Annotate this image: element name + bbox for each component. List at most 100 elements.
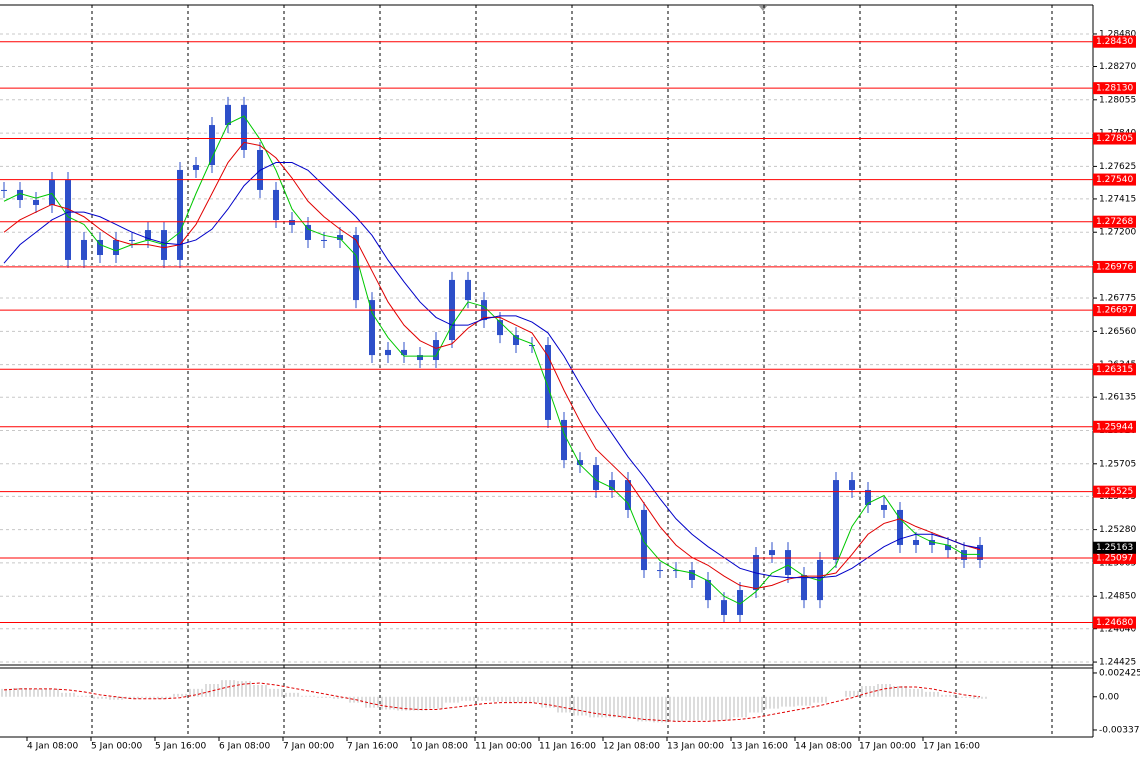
level-label: 1.27805: [1096, 134, 1133, 144]
candle: [81, 239, 87, 260]
candle: [833, 480, 839, 560]
candle: [225, 104, 231, 126]
level-label: 1.26976: [1096, 262, 1133, 272]
candle: [609, 480, 615, 490]
candle: [385, 349, 391, 356]
candle: [705, 579, 711, 601]
candle: [673, 570, 679, 572]
candle: [593, 465, 599, 490]
x-tick-label: 7 Jan 16:00: [347, 742, 399, 752]
y-tick-label: 1.26775: [1099, 294, 1136, 304]
y-tick-label: 0.00: [1099, 692, 1119, 702]
y-tick-label: 1.28270: [1099, 62, 1136, 72]
candle: [369, 300, 375, 356]
candle: [305, 224, 311, 240]
scroll-marker: [759, 6, 767, 11]
candle: [961, 550, 967, 560]
candle: [177, 169, 183, 260]
x-tick-label: 17 Jan 16:00: [923, 742, 980, 752]
level-label: 1.24680: [1096, 618, 1133, 628]
level-tag: [1093, 132, 1136, 145]
level-tag: [1093, 420, 1136, 433]
candle: [913, 540, 919, 545]
moving-average: [3, 162, 981, 579]
candle: [353, 235, 359, 301]
candle: [801, 575, 807, 601]
y-tick-label: 1.27200: [1099, 228, 1136, 238]
candle: [241, 104, 247, 150]
candle: [33, 200, 39, 205]
level-label: 1.25097: [1096, 553, 1133, 563]
candle: [273, 189, 279, 220]
x-tick-label: 4 Jan 08:00: [27, 742, 79, 752]
y-tick-label: 1.28480: [1099, 29, 1136, 39]
candle: [977, 544, 983, 560]
level-label: 1.25944: [1096, 422, 1133, 432]
level-tag: [1093, 551, 1136, 564]
candle: [945, 544, 951, 551]
x-tick-label: 7 Jan 00:00: [283, 742, 335, 752]
y-tick-label: 1.25705: [1099, 459, 1136, 469]
y-tick-label: 1.25280: [1099, 525, 1136, 535]
level-label: 1.27540: [1096, 175, 1133, 185]
level-tag: [1093, 82, 1136, 95]
candle: [209, 125, 215, 166]
y-tick-label: -0.003378: [1099, 725, 1140, 735]
candle: [513, 335, 519, 345]
x-tick-label: 5 Jan 00:00: [91, 742, 143, 752]
candle: [49, 180, 55, 205]
candle: [113, 239, 119, 255]
x-tick-label: 17 Jan 00:00: [859, 742, 916, 752]
signal-line: [3, 682, 981, 722]
y-tick-label: 1.28055: [1099, 95, 1136, 105]
level-tag: [1093, 215, 1136, 228]
candle: [17, 189, 23, 201]
candle: [545, 344, 551, 420]
candle: [689, 570, 695, 580]
x-tick-label: 14 Jan 08:00: [795, 742, 852, 752]
candle: [769, 550, 775, 556]
x-tick-label: 10 Jan 08:00: [411, 742, 468, 752]
moving-average: [3, 115, 980, 605]
level-tag: [1093, 260, 1136, 273]
level-label: 1.28430: [1096, 37, 1133, 47]
candle: [1, 189, 7, 191]
current-price-tag: [1093, 541, 1136, 554]
candle: [433, 340, 439, 361]
candle: [193, 165, 199, 170]
candle: [65, 180, 71, 260]
candle: [529, 344, 535, 346]
candle: [145, 230, 151, 240]
candle: [321, 239, 327, 241]
level-tag: [1093, 35, 1136, 48]
candle: [577, 460, 583, 466]
y-tick-label: 0.002425: [1099, 668, 1140, 678]
x-tick-label: 5 Jan 16:00: [155, 742, 207, 752]
x-tick-label: 13 Jan 00:00: [667, 742, 724, 752]
x-tick-label: 11 Jan 00:00: [475, 742, 532, 752]
y-tick-label: 1.26560: [1099, 327, 1136, 337]
y-tick-label: 1.24850: [1099, 592, 1136, 602]
candle: [657, 570, 663, 572]
candle: [337, 235, 343, 240]
x-tick-label: 6 Jan 08:00: [219, 742, 271, 752]
y-tick-label: 1.27625: [1099, 162, 1136, 172]
level-tag: [1093, 485, 1136, 498]
candle: [401, 349, 407, 356]
x-tick-label: 13 Jan 16:00: [731, 742, 788, 752]
candle: [785, 550, 791, 576]
level-tag: [1093, 616, 1136, 629]
y-tick-label: 1.24425: [1099, 658, 1136, 668]
candle: [721, 600, 727, 615]
x-tick-label: 12 Jan 08:00: [603, 742, 660, 752]
level-label: 1.26315: [1096, 365, 1133, 375]
candle: [465, 279, 471, 301]
candle: [817, 559, 823, 601]
candle: [865, 489, 871, 505]
candle: [625, 480, 631, 510]
level-label: 1.28130: [1096, 84, 1133, 94]
candle: [417, 355, 423, 361]
y-tick-label: 1.27415: [1099, 194, 1136, 204]
